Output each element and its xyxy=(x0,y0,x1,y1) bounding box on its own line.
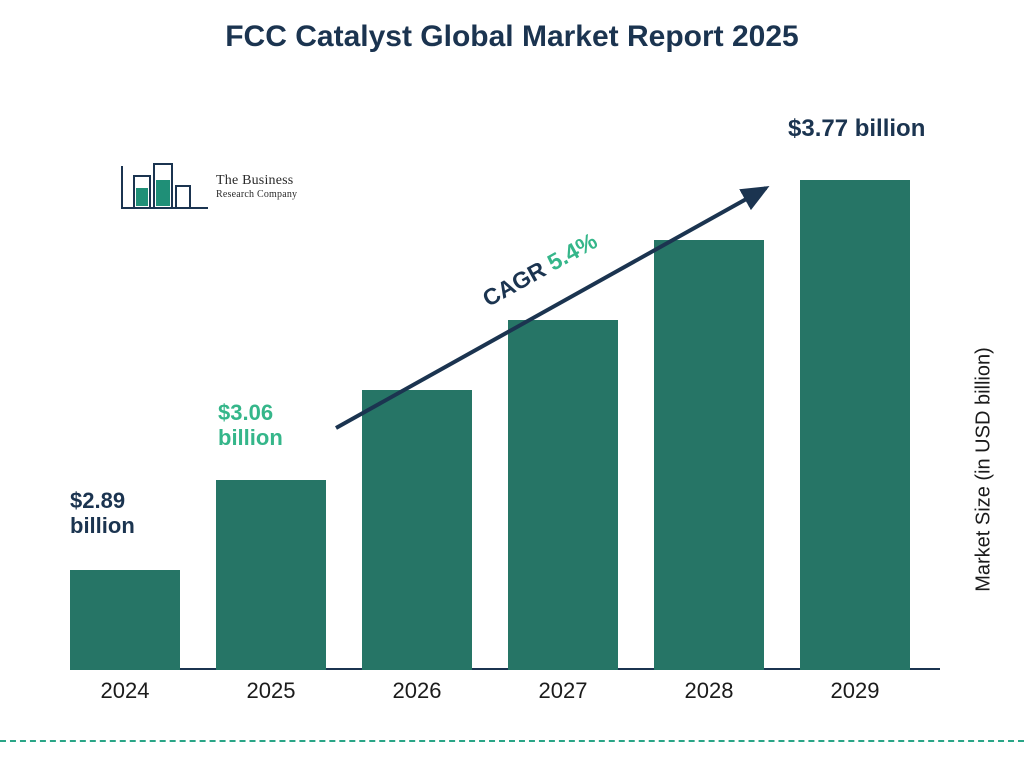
bar-2025 xyxy=(216,480,326,670)
bar-2029 xyxy=(800,180,910,670)
x-tick-2027: 2027 xyxy=(508,678,618,704)
callout-2025: $3.06 billion xyxy=(218,400,283,451)
x-tick-2028: 2028 xyxy=(654,678,764,704)
x-tick-2026: 2026 xyxy=(362,678,472,704)
x-tick-2024: 2024 xyxy=(70,678,180,704)
callout-2029-value: $3.77 billion xyxy=(788,115,925,142)
x-tick-2025: 2025 xyxy=(216,678,326,704)
callout-2025-value: $3.06 xyxy=(218,400,273,425)
bar-2026 xyxy=(362,390,472,670)
y-axis-label: Market Size (in USD billion) xyxy=(973,320,996,620)
callout-2024: $2.89 billion xyxy=(70,488,135,539)
callout-2029: $3.77 billion xyxy=(788,115,925,143)
chart-title: FCC Catalyst Global Market Report 2025 xyxy=(0,20,1024,54)
x-tick-2029: 2029 xyxy=(800,678,910,704)
bar-2027 xyxy=(508,320,618,670)
bar-2024 xyxy=(70,570,180,670)
bar-2028 xyxy=(654,240,764,670)
chart-canvas: FCC Catalyst Global Market Report 2025 T… xyxy=(0,0,1024,768)
callout-2024-unit: billion xyxy=(70,513,135,538)
callout-2024-value: $2.89 xyxy=(70,488,125,513)
bar-chart: 202420252026202720282029 xyxy=(70,140,940,670)
bottom-dashed-divider xyxy=(0,740,1024,742)
callout-2025-unit: billion xyxy=(218,425,283,450)
